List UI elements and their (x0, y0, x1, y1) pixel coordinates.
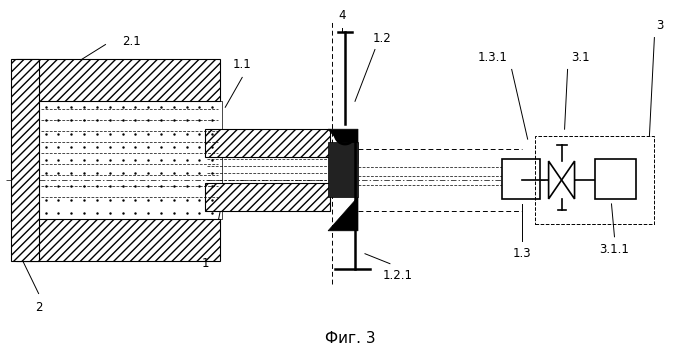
Polygon shape (549, 161, 561, 199)
Text: 1.2: 1.2 (372, 32, 391, 45)
Text: Фиг. 3: Фиг. 3 (325, 331, 375, 346)
Bar (328, 142, 358, 197)
Bar (15, 60, 220, 101)
Bar (535, 136, 654, 224)
Text: 4: 4 (338, 9, 346, 22)
Text: 1.2.1: 1.2.1 (383, 269, 413, 282)
Bar (10, 60, 38, 261)
Text: 3: 3 (656, 19, 663, 32)
Text: 3.1.1: 3.1.1 (599, 243, 629, 256)
Text: 1: 1 (202, 257, 209, 270)
Bar (38, 101, 223, 219)
Bar (594, 159, 636, 199)
Polygon shape (328, 129, 358, 164)
Text: 1.3.1: 1.3.1 (478, 51, 508, 65)
Bar (502, 159, 540, 199)
Polygon shape (328, 197, 358, 231)
Text: 3.1: 3.1 (572, 51, 590, 65)
Text: 1.1: 1.1 (233, 59, 251, 71)
Text: 1.3: 1.3 (512, 247, 531, 260)
Polygon shape (561, 161, 575, 199)
Bar (15, 219, 220, 261)
Bar (205, 183, 330, 211)
Text: 2: 2 (35, 300, 43, 313)
Text: 2.1: 2.1 (122, 35, 141, 48)
Bar (205, 129, 330, 157)
